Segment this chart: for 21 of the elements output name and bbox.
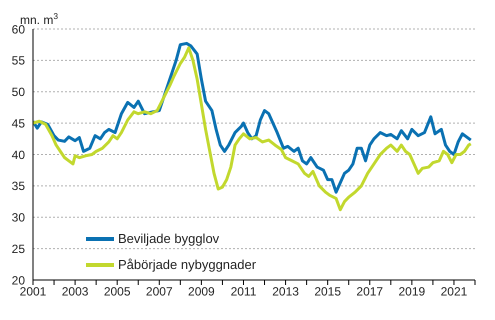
y-tick-label: 40 [12,148,26,162]
y-tick-label: 45 [12,116,26,130]
x-tick-label: 2009 [188,284,216,299]
y-tick-label: 50 [12,85,26,100]
y-tick-label: 25 [12,242,26,256]
x-tick-label: 2021 [440,284,468,299]
legend-label: Beviljade bygglov [118,230,220,248]
x-tick-label: 2003 [62,284,89,299]
x-tick-label: 2017 [356,284,384,299]
x-tick-label: 2005 [104,284,131,299]
x-tick-label: 2007 [146,284,173,299]
x-tick-label: 2019 [398,284,426,299]
y-tick-label: 20 [12,273,26,288]
x-tick-label: 2001 [20,284,47,299]
x-tick-label: 2011 [230,284,257,299]
legend-label: Påbörjade nybyggnader [118,256,256,274]
y-tick-label: 35 [12,179,26,194]
x-tick-label: 2013 [272,284,300,299]
x-tick-label: 2015 [314,284,342,299]
y-tick-label: 55 [12,54,26,68]
y-tick-label: 30 [12,210,26,225]
